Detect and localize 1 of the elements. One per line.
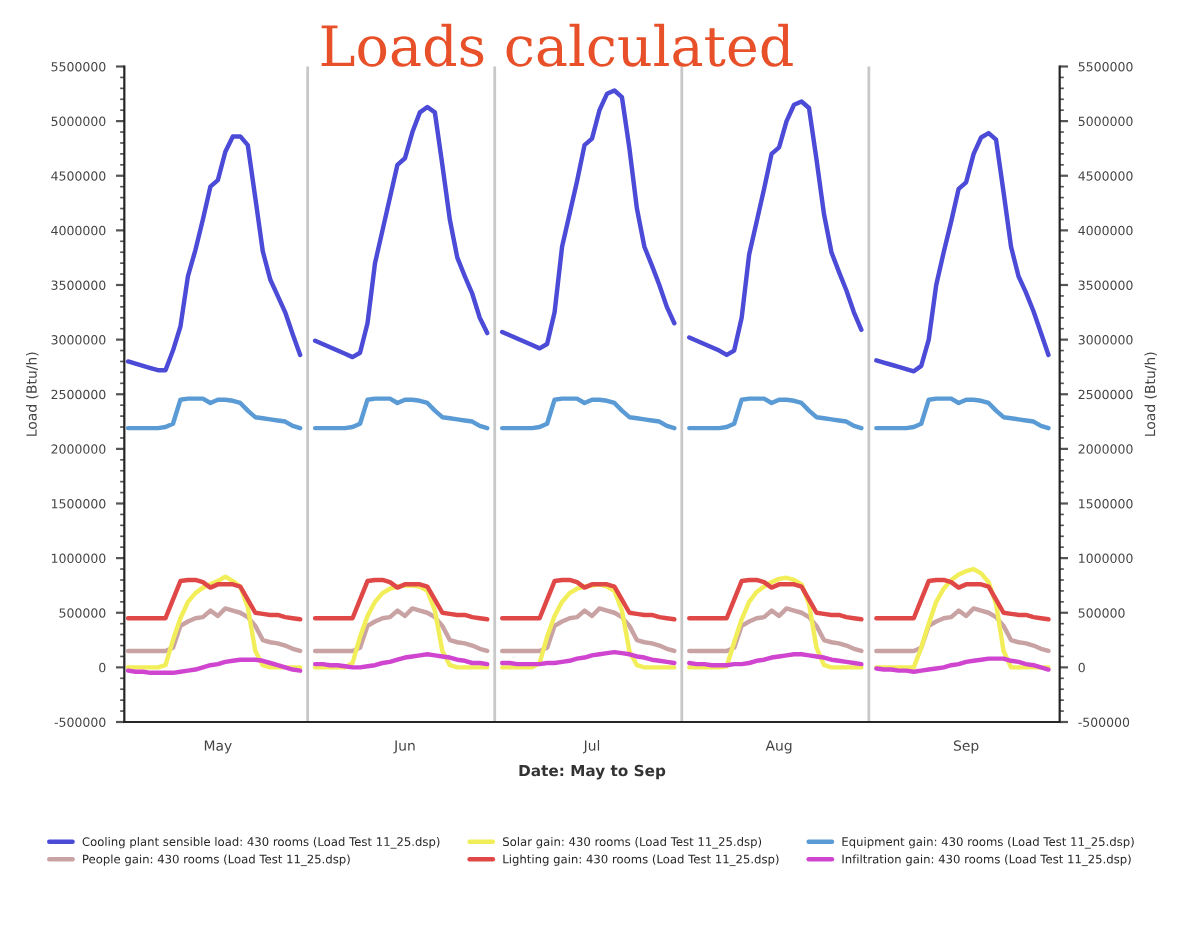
chart-title: Loads calculated [321,23,793,67]
